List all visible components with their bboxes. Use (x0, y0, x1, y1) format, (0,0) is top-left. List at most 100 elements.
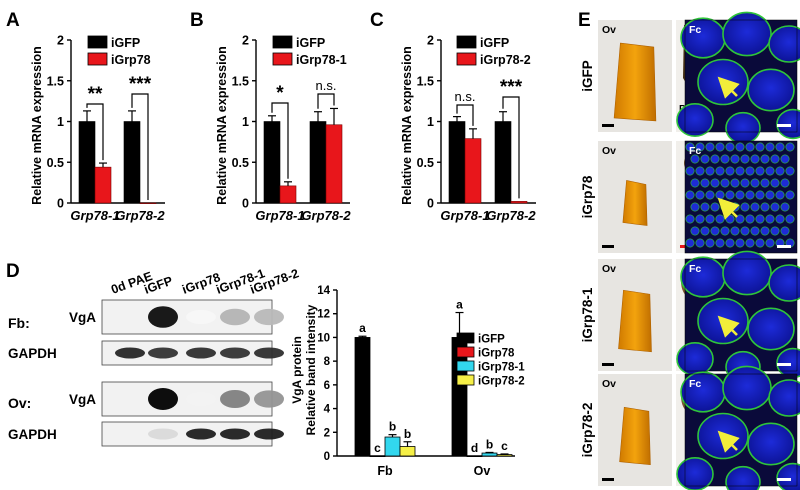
bar-iGrp78-Ov (466, 455, 483, 458)
nucleus-small (750, 202, 760, 212)
nucleus-small (690, 154, 700, 164)
micrograph-grid: iGFPOvPoFciGrp78OvPoFciGrp78-1OvPoFciGrp… (580, 11, 800, 490)
nucleus-small (715, 190, 725, 200)
nucleus-small (710, 178, 720, 188)
blot-row-label: VgA (69, 310, 96, 325)
nucleus-small (785, 190, 795, 200)
nucleus-small (685, 142, 695, 152)
ovary-shape (619, 406, 651, 466)
bar-iGrp78-1-Fb (384, 436, 401, 457)
column-label-ov: Ov (602, 24, 616, 36)
nucleus-small (705, 214, 715, 224)
nucleus-small (740, 178, 750, 188)
bar-iGFP-Fb (354, 337, 371, 457)
nucleus-small (705, 238, 715, 248)
x-tick-label: Grp78-1 (70, 208, 119, 223)
significance-bracket (317, 93, 335, 109)
ovary-shape (622, 180, 648, 226)
nucleus-small (770, 154, 780, 164)
bar-iGrp78-2-Grp78-1 (464, 138, 482, 204)
y-tick-label: 1.5 (232, 74, 249, 88)
blot-band (186, 428, 216, 440)
panel-letter-b: B (190, 10, 204, 31)
y-tick-label: 4 (324, 404, 331, 416)
y-tick-label: 1 (427, 115, 434, 129)
y-tick-label: 1 (242, 115, 249, 129)
nucleus (768, 379, 800, 417)
ovary-shape (618, 289, 652, 353)
nucleus-small (735, 238, 745, 248)
significance-bracket (86, 103, 104, 161)
nucleus-small (730, 154, 740, 164)
nucleus-small (775, 142, 785, 152)
blot-band (148, 388, 178, 410)
nucleus-small (760, 226, 770, 236)
y-tick-label: 0.5 (417, 156, 434, 170)
nucleus (676, 103, 714, 138)
nucleus-small (725, 166, 735, 176)
significance-letter: b (389, 420, 396, 434)
nucleus-small (760, 202, 770, 212)
blot-row-label: GAPDH (8, 427, 57, 442)
nucleus-small (715, 142, 725, 152)
bar-iGrp78-2-Fb (399, 446, 416, 457)
nucleus-small (780, 154, 790, 164)
blot-band (254, 428, 284, 440)
blot-band (254, 308, 284, 326)
scale-bar-white (777, 124, 791, 127)
y-tick-label: 6 (324, 380, 330, 392)
significance-bracket (271, 102, 289, 179)
legend-swatch-iGFP (456, 35, 477, 49)
nucleus-small (755, 190, 765, 200)
chart-c: Relative mRNA expression 0 0.5 1 1.5 2 n.s. Grp… (400, 34, 536, 224)
x-tick-label: Grp78-2 (115, 208, 165, 223)
blot-band (254, 390, 284, 408)
nucleus-small (770, 226, 780, 236)
bar-iGFP-Grp78-2 (123, 121, 141, 204)
x-tick-label: Grp78-1 (255, 208, 304, 223)
legend-label-iGrp78: iGrp78 (478, 348, 515, 360)
significance-label: * (276, 83, 284, 104)
significance-label: n.s. (316, 78, 337, 93)
y-tick-label: 1.5 (47, 74, 64, 88)
arrow-marker (717, 315, 740, 338)
legend-swatch-iGrp78-2 (456, 52, 477, 66)
nucleus-small (780, 226, 790, 236)
y-axis-label: Relative mRNA expression (30, 46, 44, 205)
row-label: iGrp78-1 (580, 287, 595, 342)
nucleus-small (765, 190, 775, 200)
nucleus-small (740, 154, 750, 164)
nucleus-small (700, 226, 710, 236)
nucleus-small (725, 238, 735, 248)
column-label-ov: Ov (602, 263, 616, 275)
nucleus (680, 371, 726, 413)
bar-iGrp78-Fb (369, 455, 386, 458)
nucleus-small (695, 142, 705, 152)
y-tick-label: 12 (317, 309, 330, 321)
nucleus-small (735, 190, 745, 200)
legend-swatch-iGrp78-2 (456, 374, 475, 386)
significance-letter: c (501, 439, 508, 453)
y-tick-label: 1.5 (417, 74, 434, 88)
y-tick-label: 0 (57, 197, 64, 211)
blot-band (220, 308, 250, 326)
x-tick-label: Fb (377, 464, 393, 478)
nucleus-small (750, 154, 760, 164)
blot-band (148, 306, 178, 328)
y-tick-label: 2 (57, 34, 64, 48)
nucleus (768, 25, 800, 63)
nucleus (722, 365, 772, 411)
y-tick-label: 2 (427, 34, 434, 48)
nucleus-small (760, 178, 770, 188)
x-tick-label: Ov (474, 464, 491, 478)
x-tick-label: Grp78-1 (440, 208, 489, 223)
tissue-label: Ov: (8, 395, 31, 411)
panel-letter-a: A (6, 10, 20, 31)
nucleus-small (775, 214, 785, 224)
x-tick-label: Grp78-2 (301, 208, 351, 223)
x-tick-label: Grp78-2 (486, 208, 536, 223)
arrow-marker (717, 76, 740, 99)
nucleus-small (695, 214, 705, 224)
column-label-ov: Ov (602, 378, 616, 390)
